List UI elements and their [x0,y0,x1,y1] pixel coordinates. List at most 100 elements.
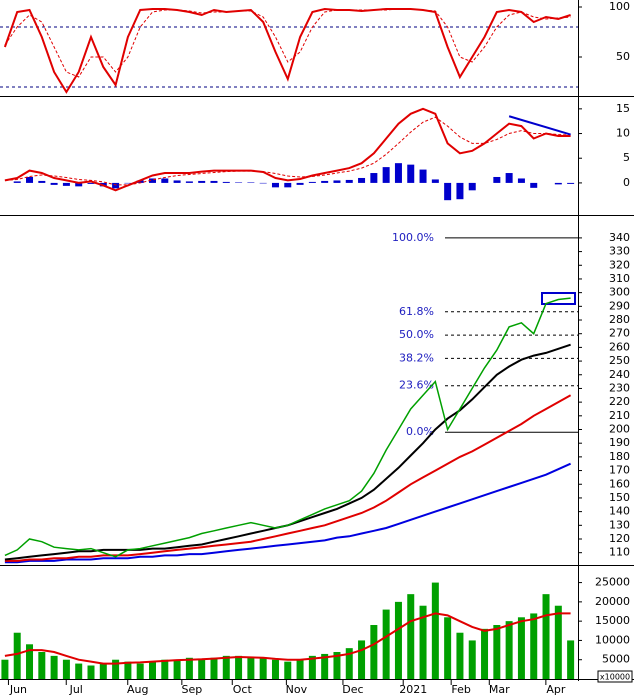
y-tick-label: 170 [609,464,630,477]
y-tick-label: 280 [609,313,630,326]
series-line [4,394,572,562]
bar [296,659,304,679]
unit-box [597,670,633,683]
bar [210,657,218,679]
fib-label: 23.6% [399,379,434,392]
series-line [4,116,571,186]
bar [567,182,575,184]
bar [75,663,83,679]
bar [124,661,132,679]
x-tick-label: Sep [181,683,202,696]
bar [13,632,21,679]
bar [382,609,390,679]
bar [185,657,193,679]
x-tick-label: Jul [69,683,83,696]
y-tick-label: 120 [609,532,630,545]
bar [1,659,9,679]
bar [136,663,144,679]
bar [173,659,181,679]
bar [198,659,206,679]
bar [358,640,366,679]
fib-label: 61.8% [399,305,434,318]
x-tick-label: Jun [9,683,27,696]
bar [321,180,329,183]
y-tick-label: 25000 [595,576,630,589]
bar [161,659,169,679]
bar [370,173,378,183]
y-tick-label: 110 [609,546,630,559]
bar [13,181,21,183]
y-tick-label: 210 [609,409,630,422]
x-tick-label: 2021 [399,683,427,696]
bar [284,661,292,679]
bar [554,605,562,679]
y-tick-label: 130 [609,518,630,531]
y-tick-label: 240 [609,368,630,381]
bar [394,163,402,183]
unit-label: x10000 [600,673,630,682]
bar [530,182,538,188]
bar [394,601,402,679]
series-line [4,297,571,558]
bar [517,178,525,183]
bar [38,180,46,183]
series-line [4,8,571,78]
bar [235,655,243,679]
bar [99,663,107,679]
y-tick-label: 260 [609,340,630,353]
bar [50,182,58,185]
bar [296,182,304,185]
y-tick-label: 50 [616,50,630,63]
bar [284,182,292,188]
bar [370,625,378,679]
fib-label: 100.0% [392,231,434,244]
x-tick-label: Dec [342,683,363,696]
bar [26,176,34,183]
bar [333,652,341,679]
bar [259,657,267,679]
bar [382,167,390,183]
y-tick-label: 200 [609,423,630,436]
bar [38,652,46,679]
y-tick-label: 5000 [602,653,630,666]
series-line [4,107,571,192]
bar [50,655,58,679]
bar [456,182,464,200]
bar [87,182,95,184]
bar [222,655,230,679]
bar [493,625,501,679]
series-line [4,612,571,665]
series-line [3,7,571,94]
bar [345,179,353,183]
bar [222,181,230,183]
bar [148,178,156,183]
y-tick-label: 310 [609,272,630,285]
y-tick-label: 190 [609,436,630,449]
bar [456,632,464,679]
fib-label: 50.0% [399,328,434,341]
bar [468,640,476,679]
x-tick-label: Oct [233,683,253,696]
bar [62,182,70,186]
bar [112,182,120,189]
bar [247,657,255,679]
bar [407,594,415,679]
x-tick-label: Nov [286,683,308,696]
y-tick-label: 5 [623,151,630,164]
y-tick-label: 150 [609,491,630,504]
bar [358,177,366,183]
y-tick-label: 20000 [595,595,630,608]
bar [530,613,538,679]
bar [75,182,83,187]
y-tick-label: 300 [609,286,630,299]
y-tick-label: 270 [609,327,630,340]
fib-label: 38.2% [399,351,434,364]
y-tick-label: 10 [616,127,630,140]
bar [271,659,279,679]
bar [198,180,206,183]
y-tick-label: 250 [609,354,630,367]
bar [517,617,525,679]
bar [444,617,452,679]
x-tick-label: Feb [451,683,470,696]
